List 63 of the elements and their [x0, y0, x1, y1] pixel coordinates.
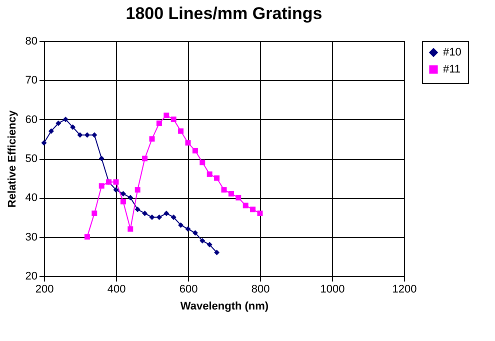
point [92, 132, 98, 138]
point [120, 191, 126, 196]
y-tick-label: 20 [25, 270, 38, 282]
y-tick-label: 60 [25, 114, 38, 126]
point [164, 210, 170, 216]
y-tick-label: 50 [25, 153, 38, 165]
point [214, 175, 220, 181]
point [178, 222, 184, 228]
x-axis-title: Wavelength (nm) [180, 300, 269, 312]
point [134, 187, 140, 193]
point [62, 116, 68, 122]
y-axis-title: Relative Efficiency [6, 110, 18, 208]
x-tick-label: 200 [35, 284, 54, 296]
point [192, 230, 198, 236]
point [84, 234, 90, 240]
point [56, 120, 62, 126]
y-tick-label: 70 [25, 74, 38, 87]
point [156, 214, 162, 220]
point [149, 136, 155, 142]
point [134, 206, 140, 212]
point [242, 202, 248, 208]
point [48, 128, 54, 134]
point [257, 210, 263, 216]
y-tick-label: 30 [25, 231, 38, 244]
y-tick-label: 80 [25, 36, 38, 48]
point [228, 191, 234, 196]
point [128, 194, 134, 200]
legend-label: #11 [443, 64, 461, 76]
chart-title: 1800 Lines/mm Gratings [126, 4, 322, 23]
x-tick-label: 1000 [320, 284, 345, 296]
point [200, 238, 206, 244]
point [113, 187, 119, 193]
point [206, 242, 212, 248]
point [156, 120, 162, 126]
x-tick-label: 1200 [392, 284, 417, 296]
point [70, 124, 76, 130]
point [200, 160, 206, 166]
point [192, 148, 198, 154]
point [214, 250, 220, 256]
x-tick-label: 400 [107, 284, 126, 296]
x-tick-label: 800 [251, 284, 270, 296]
point [236, 194, 242, 200]
point [170, 116, 176, 122]
x-tick-label: 600 [179, 284, 198, 296]
point [178, 128, 184, 134]
point [92, 210, 98, 216]
point [142, 156, 148, 162]
point [120, 198, 126, 204]
point [77, 132, 83, 138]
point [98, 183, 104, 189]
point [185, 140, 191, 146]
point [250, 206, 256, 212]
legend-label: #10 [443, 46, 462, 58]
point [142, 210, 148, 216]
point [41, 140, 47, 146]
point [206, 171, 212, 177]
point [98, 156, 104, 162]
point [170, 214, 176, 220]
point [164, 112, 170, 118]
point [185, 226, 191, 232]
point [128, 226, 134, 232]
point [221, 187, 227, 193]
y-tick-label: 40 [25, 192, 38, 204]
